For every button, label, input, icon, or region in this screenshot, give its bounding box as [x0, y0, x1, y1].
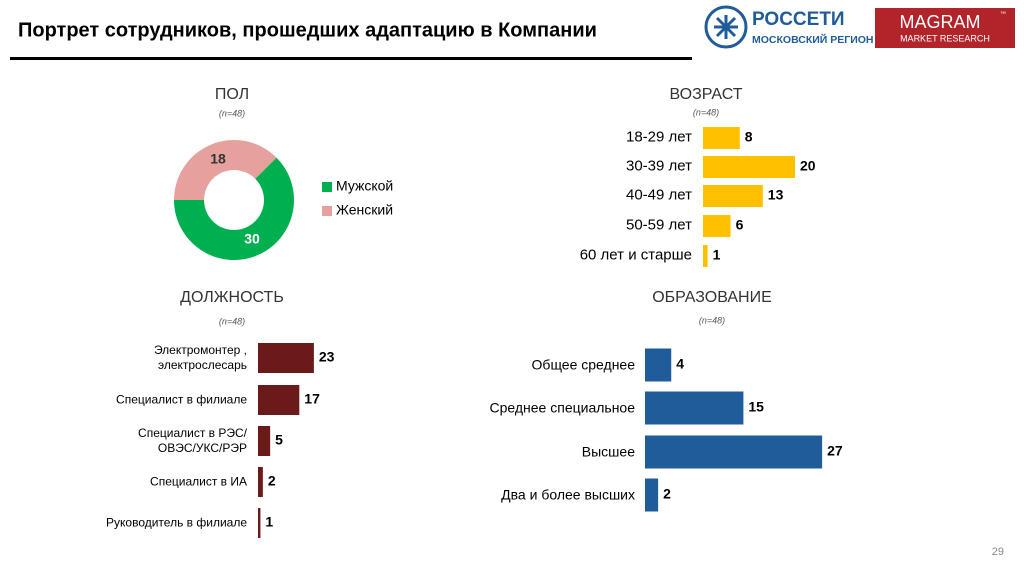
bar: [645, 435, 823, 469]
rosseti-logo: РОССЕТИ МОСКОВСКИЙ РЕГИОН: [704, 5, 874, 49]
logo-text: РОССЕТИ: [752, 9, 845, 30]
data-label: 27: [827, 443, 843, 459]
data-label: 18: [210, 151, 226, 167]
brand-tm: ™: [1000, 11, 1006, 18]
category-label: 50-59 лет: [626, 216, 692, 234]
data-label: 1: [265, 514, 273, 530]
legend-label: Мужской: [336, 178, 393, 194]
title-rule: [10, 57, 692, 60]
logo-subtext: МОСКОВСКИЙ РЕГИОН: [752, 33, 874, 46]
bar: [258, 426, 271, 456]
category-label: Специалист в филиале: [116, 392, 247, 407]
data-label: 1: [713, 247, 721, 263]
bar: [258, 343, 314, 373]
chart-title: ДОЛЖНОСТЬ: [180, 289, 284, 306]
logo-icon-lines: [714, 15, 738, 39]
category-label: Электромонтер , электрослесарь: [153, 343, 247, 372]
bar: [258, 508, 261, 538]
donut-segment: [174, 140, 277, 200]
bar: [258, 385, 300, 415]
data-label: 4: [676, 356, 684, 372]
chart-title: ОБРАЗОВАНИЕ: [652, 289, 772, 306]
category-label: Руководитель в филиале: [106, 515, 247, 530]
category-label: Два и более высших: [501, 486, 635, 503]
data-label: 13: [768, 187, 784, 203]
category-label: Высшее: [581, 443, 635, 460]
chart-subtitle: (n=48): [699, 315, 725, 325]
category-label: Специалист в РЭС/ ОВЭС/УКС/РЭР: [138, 426, 247, 455]
chart-title: ПОЛ: [215, 86, 249, 103]
bar: [703, 127, 740, 149]
magram-logo: MAGRAM ™ MARKET RESEARCH: [875, 8, 1015, 48]
data-label: 5: [275, 432, 283, 448]
bar: [645, 478, 659, 512]
category-label: Специалист в ИА: [150, 474, 247, 489]
data-label: 15: [748, 399, 764, 415]
legend-swatch: [322, 206, 332, 216]
bar: [703, 156, 795, 178]
brand-subtext: MARKET RESEARCH: [900, 33, 990, 43]
logo-icon: [704, 5, 748, 49]
category-label: 30-39 лет: [626, 157, 692, 175]
bar: [258, 467, 263, 497]
bar: [703, 185, 763, 207]
bar: [703, 245, 708, 267]
legend-label: Женский: [336, 202, 393, 218]
brand-box: [875, 8, 1015, 48]
data-label: 17: [304, 391, 320, 407]
chart-subtitle: (n=48): [693, 107, 719, 117]
bar: [703, 215, 731, 237]
bar: [645, 348, 672, 382]
data-label: 30: [244, 231, 260, 247]
brand-text: MAGRAM: [900, 12, 981, 32]
chart-subtitle: (n=48): [219, 108, 245, 118]
data-label: 2: [663, 486, 671, 502]
chart-subtitle: (n=48): [219, 316, 245, 326]
chart-title: ВОЗРАСТ: [670, 86, 743, 103]
category-label: Среднее специальное: [489, 399, 636, 416]
category-label: 60 лет и старше: [579, 246, 692, 264]
category-label: 40-49 лет: [626, 186, 692, 204]
data-label: 23: [319, 349, 335, 365]
page-number: 29: [992, 546, 1004, 558]
legend-swatch: [322, 182, 332, 192]
category-label: Общее среднее: [531, 356, 635, 373]
data-label: 20: [800, 158, 816, 174]
slide-title: Портрет сотрудников, прошедших адаптацию…: [18, 19, 597, 41]
data-label: 6: [736, 217, 744, 233]
bar: [645, 391, 744, 425]
category-label: 18-29 лет: [626, 128, 692, 146]
data-label: 8: [745, 129, 753, 145]
data-label: 2: [268, 473, 276, 489]
donut-segment: [174, 157, 294, 260]
